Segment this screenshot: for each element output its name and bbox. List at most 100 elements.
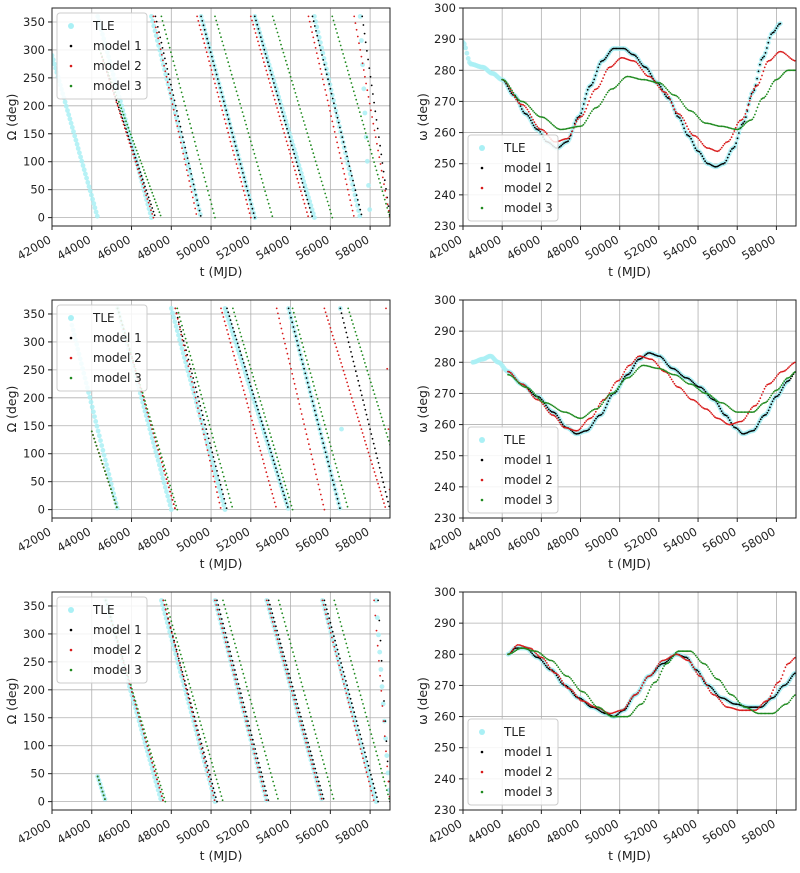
point-model-1: [509, 90, 511, 92]
point-model-1: [242, 358, 244, 360]
point-model-3: [374, 393, 376, 395]
point-model-2: [207, 771, 209, 773]
point-model-1: [119, 110, 121, 112]
point-model-3: [353, 90, 355, 92]
point-model-2: [162, 600, 164, 602]
point-model-2: [277, 313, 279, 315]
point-model-3: [258, 396, 260, 398]
point-model-1: [781, 389, 783, 391]
point-model-2: [215, 486, 217, 488]
point-model-3: [337, 612, 339, 614]
point-model-1: [300, 716, 302, 718]
point-model-3: [225, 484, 227, 486]
point-model-1: [324, 600, 326, 602]
point-model-3: [214, 217, 216, 219]
point-model-1: [369, 428, 371, 430]
point-model-3: [779, 386, 781, 388]
point-model-3: [246, 356, 248, 358]
point-model-2: [372, 467, 374, 469]
point-model-1: [250, 730, 252, 732]
point-tle: [101, 448, 106, 453]
legend-label: model 1: [504, 161, 553, 175]
point-model-2: [294, 383, 296, 385]
x-axis-label: t (MJD): [200, 556, 243, 571]
point-model-1: [223, 100, 225, 102]
point-model-2: [230, 342, 232, 344]
point-model-3: [163, 797, 165, 799]
point-model-1: [209, 442, 211, 444]
point-tle: [324, 67, 329, 72]
point-model-2: [347, 189, 349, 191]
point-model-2: [357, 417, 359, 419]
point-model-1: [352, 707, 354, 709]
point-model-3: [219, 463, 221, 465]
point-model-1: [335, 644, 337, 646]
y-tick-label: 200: [23, 391, 45, 405]
point-model-3: [159, 211, 161, 213]
point-model-3: [369, 378, 371, 380]
point-model-1: [316, 35, 318, 37]
point-model-3: [170, 620, 172, 622]
point-model-2: [669, 376, 671, 378]
point-model-3: [681, 101, 683, 103]
point-model-3: [200, 724, 202, 726]
point-model-2: [353, 16, 355, 18]
point-model-1: [374, 110, 376, 112]
point-model-3: [139, 716, 141, 718]
point-model-3: [275, 789, 277, 791]
point-model-1: [258, 413, 260, 415]
point-model-1: [267, 61, 269, 63]
point-model-1: [305, 733, 307, 735]
point-model-3: [303, 690, 305, 692]
point-model-3: [679, 99, 681, 101]
point-model-1: [332, 631, 334, 633]
point-model-3: [692, 111, 694, 113]
point-model-2: [225, 325, 227, 327]
point-model-3: [293, 88, 295, 90]
point-model-2: [153, 217, 155, 219]
point-model-1: [290, 140, 292, 142]
point-model-1: [591, 84, 593, 86]
point-tle: [365, 159, 370, 164]
point-model-2: [531, 394, 533, 396]
point-model-2: [302, 729, 304, 731]
point-model-3: [293, 656, 295, 658]
point-model-2: [199, 418, 201, 420]
point-model-3: [768, 399, 770, 401]
point-model-3: [174, 65, 176, 67]
point-model-2: [186, 169, 188, 171]
point-model-3: [322, 759, 324, 761]
point-model-1: [224, 105, 226, 107]
point-model-2: [770, 59, 772, 61]
point-model-1: [292, 149, 294, 151]
point-model-3: [511, 376, 513, 378]
point-model-2: [686, 125, 688, 127]
x-tick-label: 58000: [739, 232, 778, 262]
point-tle: [381, 702, 386, 707]
point-model-1: [632, 367, 634, 369]
point-model-2: [638, 65, 640, 67]
point-model-1: [297, 345, 299, 347]
point-model-3: [164, 469, 166, 471]
point-model-2: [127, 139, 129, 141]
point-model-2: [281, 656, 283, 658]
point-model-2: [209, 781, 211, 783]
point-model-3: [219, 32, 221, 34]
point-model-1: [211, 56, 213, 58]
point-model-2: [595, 411, 597, 413]
point-model-2: [621, 376, 623, 378]
point-model-2: [383, 502, 385, 504]
point-model-3: [294, 316, 296, 318]
point-model-2: [731, 136, 733, 138]
point-model-1: [207, 433, 209, 435]
point-model-3: [138, 712, 140, 714]
point-model-1: [228, 118, 230, 120]
point-model-2: [126, 135, 128, 137]
point-model-1: [225, 109, 227, 111]
point-model-3: [348, 74, 350, 76]
point-model-1: [287, 506, 289, 508]
point-model-1: [721, 410, 723, 412]
point-model-1: [229, 651, 231, 653]
point-model-3: [110, 488, 112, 490]
